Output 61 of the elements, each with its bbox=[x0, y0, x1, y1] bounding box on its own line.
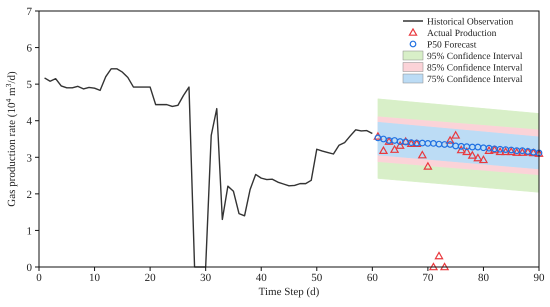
legend-label: 85% Confidence Interval bbox=[427, 64, 523, 74]
point bbox=[479, 156, 488, 164]
legend-label: P50 Forecast bbox=[427, 40, 477, 50]
point bbox=[462, 148, 471, 156]
point bbox=[480, 144, 487, 152]
legend-label: 95% Confidence Interval bbox=[427, 52, 523, 62]
point bbox=[463, 143, 470, 150]
x-tick-label: 20 bbox=[144, 272, 156, 284]
point bbox=[396, 138, 404, 145]
legend-label: Historical Observation bbox=[427, 18, 514, 28]
point bbox=[474, 144, 482, 150]
x-tick-label: 70 bbox=[422, 272, 434, 284]
point bbox=[452, 142, 460, 150]
y-tick-label: 3 bbox=[26, 152, 32, 164]
x-tick-label: 30 bbox=[200, 272, 212, 284]
point bbox=[424, 162, 432, 170]
x-tick-label: 0 bbox=[36, 272, 42, 284]
y-tick-label: 5 bbox=[26, 79, 32, 92]
point bbox=[418, 140, 426, 146]
point bbox=[496, 146, 504, 153]
point bbox=[430, 140, 437, 147]
point bbox=[458, 142, 465, 150]
point bbox=[434, 252, 444, 260]
x-tick-label: 40 bbox=[256, 272, 268, 284]
x-tick-label: 50 bbox=[311, 272, 323, 284]
point bbox=[418, 150, 427, 158]
point bbox=[468, 151, 477, 159]
point bbox=[441, 141, 448, 148]
y-tick-label: 0 bbox=[26, 262, 32, 274]
legend-label: Actual Production bbox=[427, 29, 497, 39]
point bbox=[391, 137, 398, 144]
x-tick-label: 80 bbox=[478, 272, 490, 284]
point bbox=[374, 134, 382, 142]
point bbox=[440, 262, 449, 270]
point bbox=[457, 146, 466, 154]
point bbox=[446, 141, 454, 148]
point bbox=[451, 131, 460, 139]
point bbox=[374, 132, 382, 140]
point bbox=[484, 146, 494, 154]
point bbox=[396, 141, 404, 149]
x-tick-label: 90 bbox=[534, 272, 545, 284]
x-tick-label: 10 bbox=[89, 272, 101, 284]
point bbox=[436, 140, 442, 148]
y-tick-label: 7 bbox=[26, 6, 32, 18]
y-tick-label: 2 bbox=[26, 188, 32, 201]
y-tick-label: 1 bbox=[26, 225, 32, 238]
point bbox=[424, 140, 432, 147]
point bbox=[446, 136, 454, 144]
y-tick-label: 4 bbox=[26, 116, 32, 128]
x-axis-title: Time Step (d) bbox=[258, 286, 320, 298]
y-tick-label: 6 bbox=[26, 42, 32, 55]
point bbox=[474, 154, 482, 162]
point bbox=[379, 146, 388, 154]
legend-label: 75% Confidence Interval bbox=[427, 75, 523, 85]
point bbox=[390, 145, 399, 153]
point bbox=[429, 262, 438, 270]
point bbox=[468, 144, 476, 150]
point bbox=[496, 148, 504, 156]
x-tick-label: 60 bbox=[366, 272, 378, 284]
point bbox=[380, 136, 387, 142]
point bbox=[501, 148, 510, 156]
